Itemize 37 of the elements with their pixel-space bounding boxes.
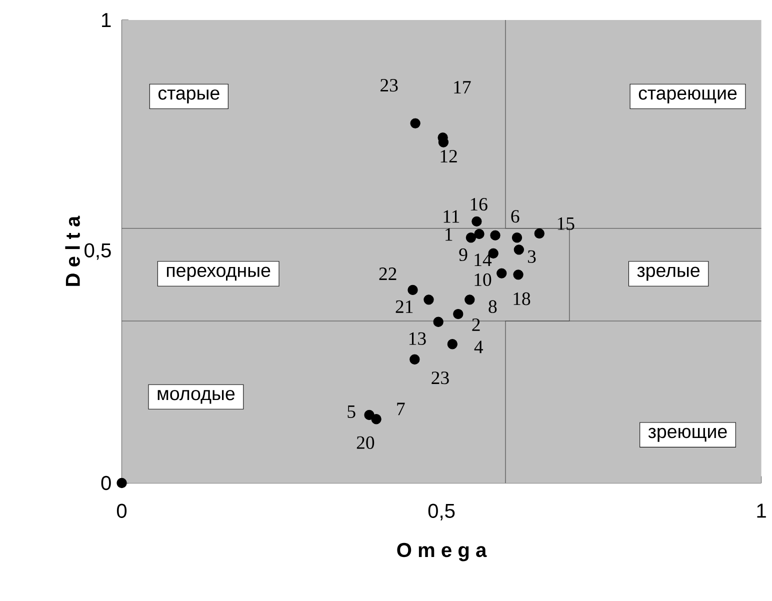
- y-tick-label: 0: [101, 476, 111, 490]
- y-axis-title: D e l t a: [65, 216, 80, 286]
- annotation: 14: [474, 254, 492, 266]
- x-axis-title: O m e g a: [397, 543, 487, 562]
- annotation: 20: [356, 436, 374, 450]
- y-tick-label: 1: [102, 13, 111, 28]
- annotation: 23: [432, 372, 449, 384]
- annotation: молодые: [158, 390, 235, 404]
- x-tick-label: 0: [116, 504, 127, 518]
- annotation: 22: [379, 268, 396, 280]
- annotation: 23: [380, 79, 398, 92]
- annotation: переходные: [166, 266, 270, 281]
- annotation: 15: [558, 218, 574, 230]
- x-tick-label: 1: [757, 504, 766, 518]
- annotation: 11: [444, 210, 460, 223]
- annotation: старые: [158, 90, 220, 104]
- annotation: 10: [474, 274, 492, 286]
- annotation: 5: [348, 406, 356, 418]
- annotation: 6: [511, 210, 520, 223]
- annotation: 3: [528, 250, 536, 264]
- annotation: 13: [409, 332, 426, 346]
- annotation: 1: [446, 228, 452, 241]
- annotation: 16: [470, 198, 488, 211]
- annotation: 21: [396, 300, 413, 313]
- x-tick-label: 0,5: [428, 504, 455, 520]
- annotation: 18: [514, 292, 530, 306]
- annotation: 9: [459, 248, 468, 262]
- annotation: 2: [472, 318, 480, 332]
- annotation: 17: [454, 81, 471, 94]
- annotation: зрелые: [637, 266, 700, 281]
- annotation: 4: [474, 340, 484, 354]
- annotation: 8: [488, 300, 497, 314]
- annotation: стареющие: [638, 90, 737, 104]
- annotation: 12: [440, 150, 457, 163]
- annotation: зреющие: [648, 428, 727, 442]
- annotation: 7: [397, 402, 405, 416]
- y-tick-label: 0,5: [84, 243, 111, 260]
